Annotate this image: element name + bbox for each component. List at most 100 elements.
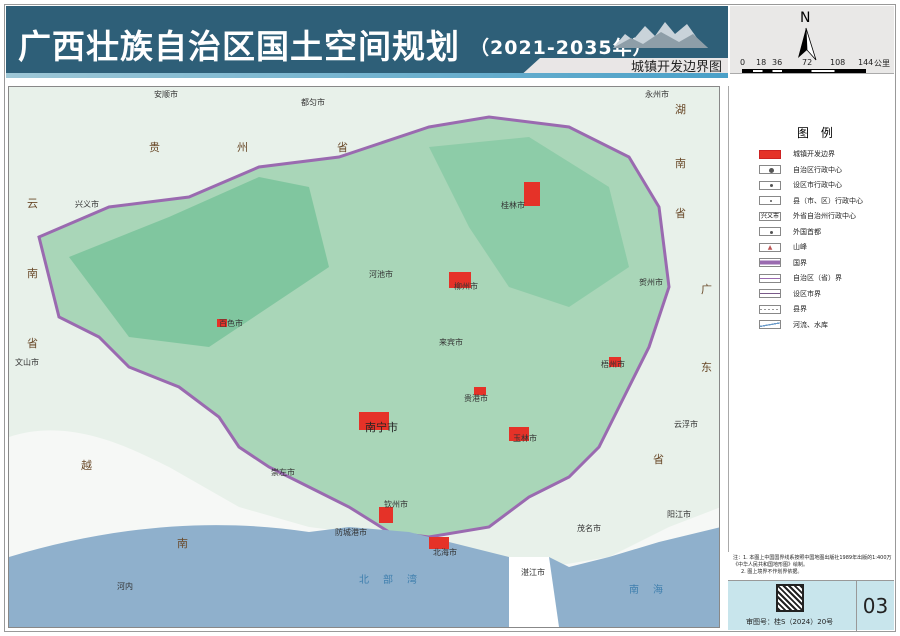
city-label: 贵港市 (464, 394, 488, 403)
legend-label: 外国首都 (793, 227, 821, 236)
legend-item: 设区市行政中心 (759, 179, 842, 191)
map-terrain (9, 87, 719, 627)
legend-label: 设区市界 (793, 289, 821, 298)
legend-panel: 图 例 城镇开发边界 自治区行政中心 设区市行政中心 县（市、区）行政中心 兴义市 外省自… (728, 86, 894, 552)
legend-label: 县界 (793, 305, 807, 313)
header-stripe (6, 73, 728, 78)
legend-label: 自治区行政中心 (793, 165, 842, 174)
city-label: 兴义市 (75, 200, 99, 209)
city-label: 崇左市 (271, 468, 295, 477)
page-title: 广西壮族自治区国土空间规划 （2021-2035年） (18, 20, 653, 68)
qr-code-icon[interactable] (776, 584, 804, 612)
scale-tick: 18 (756, 58, 767, 67)
region-label: 广 (701, 283, 714, 296)
city-label: 湛江市 (521, 568, 545, 577)
city-label: 文山市 (15, 358, 39, 367)
title-text: 广西壮族自治区国土空间规划 (18, 27, 460, 66)
scale-tick: 144 (858, 58, 874, 67)
mountain-logo-icon (613, 22, 708, 48)
city-label: 贺州市 (639, 278, 663, 287)
city-label: 河内 (117, 582, 133, 591)
region-label: 省 (27, 337, 40, 350)
legend-item: 县（市、区）行政中心 (759, 195, 863, 207)
city-label: 都匀市 (301, 98, 325, 107)
legend-label: 自治区（省）界 (793, 274, 842, 282)
legend-title: 图 例 (797, 126, 837, 140)
region-label: 省 (675, 207, 688, 220)
legend-item: 自治区行政中心 (759, 164, 842, 176)
region-label: 云 (27, 197, 40, 210)
city-label: 钦州市 (384, 500, 408, 509)
city-label: 云浮市 (674, 420, 698, 429)
legend-symbol-city-border-icon (759, 289, 781, 298)
legend-item: 外国首都 (759, 226, 821, 238)
legend-item: 自治区（省）界 (759, 272, 842, 284)
region-label: 东 (701, 361, 714, 374)
scale-tick: 36 (772, 58, 783, 67)
scale-bar-graphic (742, 69, 866, 73)
scale-unit: 公里 (874, 59, 890, 68)
compass-scale-panel: N 0 18 36 72 108 144 公里 (730, 6, 894, 74)
sea-label: 北部湾 (359, 575, 431, 586)
region-label: 南 (27, 267, 40, 280)
audit-number: 审图号：桂S（2024）20号 (746, 618, 834, 626)
city-label: 茂名市 (577, 524, 601, 533)
legend-symbol-red-fill-icon (759, 149, 781, 159)
north-arrow-icon (798, 27, 817, 61)
region-label: 贵 (149, 141, 162, 154)
legend-label: 国界 (793, 258, 807, 267)
legend-label: 城镇开发边界 (793, 150, 835, 158)
legend-item: 县界 (759, 303, 807, 315)
legend-label: 外省自治州行政中心 (793, 212, 856, 220)
city-label: 梧州市 (601, 360, 625, 369)
header: 广西壮族自治区国土空间规划 （2021-2035年） 城镇开发边界图 (6, 6, 728, 78)
map-canvas[interactable]: 安顺市 都匀市 永州市 兴义市 桂林市 河池市 柳州市 贺州市 百色市 来宾市 … (8, 86, 720, 628)
legend-item: 城镇开发边界 (759, 148, 835, 160)
scale-tick: 72 (802, 58, 813, 67)
region-label: 州 (237, 141, 250, 154)
city-label: 来宾市 (439, 338, 463, 347)
footer: 审图号：桂S（2024）20号 03 (728, 580, 894, 631)
map-notes: 注：1. 本图上中国国界线系按照中国地图出版社1989年出版的1:400万《中华… (733, 555, 893, 576)
region-label: 省 (653, 453, 666, 466)
region-label: 南 (177, 537, 190, 550)
note-line: 注：1. 本图上中国国界线系按照中国地图出版社1989年出版的1:400万《中华… (733, 555, 892, 568)
urban-boundary-patches (217, 182, 621, 549)
legend-item: 设区市界 (759, 288, 821, 300)
region-label: 湖 (675, 103, 688, 116)
city-label: 防城港市 (335, 528, 367, 537)
region-label: 越 (81, 459, 94, 472)
city-label: 玉林市 (513, 434, 537, 443)
city-label: 安顺市 (154, 90, 178, 99)
legend-symbol-dot-icon (759, 180, 781, 190)
legend-label: 山峰 (793, 243, 807, 251)
legend-item: 国界 (759, 257, 807, 269)
legend-item: 河流、水库 (759, 319, 828, 331)
city-label: 阳江市 (667, 510, 691, 519)
legend-symbol-county-border-icon (759, 304, 781, 314)
note-line: 2. 图上境界不作划界依据。 (741, 569, 803, 575)
legend-item: ▲ 山峰 (759, 241, 807, 253)
city-label: 桂林市 (501, 201, 525, 210)
city-label: 柳州市 (454, 282, 478, 291)
legend-label: 县（市、区）行政中心 (793, 196, 863, 205)
city-label: 北海市 (433, 548, 457, 557)
legend-symbol-province-border-icon (759, 273, 781, 283)
city-label: 永州市 (645, 90, 669, 99)
region-label: 南 (675, 157, 688, 170)
scale-tick: 0 (740, 58, 746, 67)
legend-symbol-large-dot-icon (759, 165, 781, 174)
north-label: N (800, 10, 811, 26)
legend-symbol-dot-icon (759, 227, 781, 236)
legend-label: 河流、水库 (793, 320, 828, 329)
legend-label: 设区市行政中心 (793, 181, 842, 189)
scale-tick: 108 (830, 58, 846, 67)
capital-label: 南宁市 (365, 421, 398, 434)
legend-symbol-small-dot-icon (759, 196, 781, 205)
legend-symbol-river-icon (759, 320, 781, 329)
title-years: （2021-2035年） (470, 37, 653, 59)
sea-label: 南海 (629, 585, 677, 596)
city-label: 河池市 (369, 270, 393, 279)
region-label: 省 (337, 141, 350, 154)
page-number: 03 (856, 581, 894, 631)
